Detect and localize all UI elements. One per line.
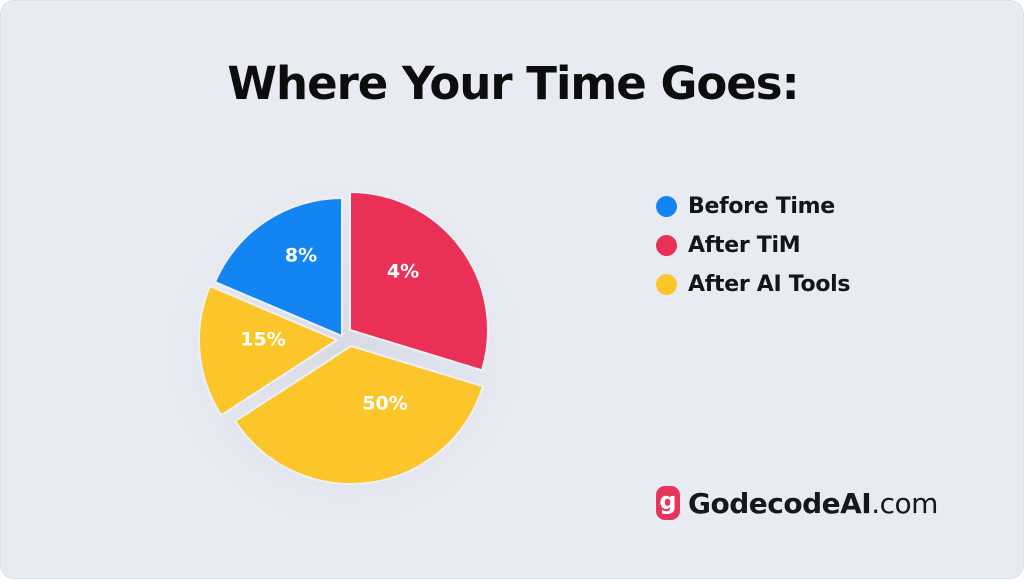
brand-name: GodecodeAI [688, 486, 872, 520]
legend-dot-yellow-icon [656, 274, 677, 295]
legend-item-before-time: Before Time [656, 187, 916, 226]
chart-title: Where Your Time Goes: [227, 57, 799, 110]
legend-item-after-tim: After TiM [656, 226, 916, 265]
pie-slice-8-percent [213, 197, 343, 337]
pie-slices [198, 191, 489, 486]
brand-domain: .com [871, 486, 938, 520]
legend-label: After TiM [688, 233, 801, 258]
legend-dot-red-icon [656, 235, 677, 256]
chart-legend: Before Time After TiM After AI Tools [656, 187, 916, 304]
legend-dot-blue-icon [656, 196, 677, 217]
legend-item-after-ai-tools: After AI Tools [656, 265, 916, 304]
pie-slice-label: 4% [387, 261, 419, 283]
legend-label: Before Time [688, 194, 835, 219]
pie-slice-label: 50% [362, 393, 407, 415]
pie-slice-15-percent [198, 285, 338, 417]
brand-watermark: g GodecodeAI .com [656, 483, 938, 523]
pie-slice-labels: 8% 4% 50% 15% [240, 245, 419, 415]
pie-slice-50-percent [234, 345, 484, 486]
pie-slice-4-percent [349, 191, 489, 372]
pie-slice-label: 15% [240, 329, 285, 351]
legend-label: After AI Tools [688, 272, 851, 297]
pie-slice-label: 8% [285, 245, 317, 267]
brand-logo-icon: g [656, 486, 680, 520]
